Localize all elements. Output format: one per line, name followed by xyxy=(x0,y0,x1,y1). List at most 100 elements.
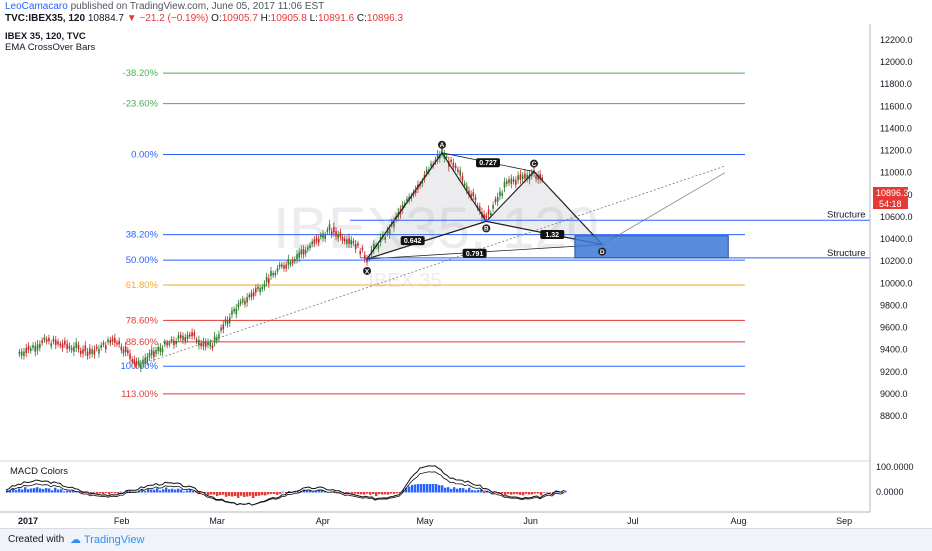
candle-body xyxy=(335,231,337,237)
macd-histogram-bar xyxy=(222,492,225,495)
candle-body xyxy=(177,335,180,339)
candle-body xyxy=(528,174,531,181)
candle-body xyxy=(204,342,207,347)
y-tick-label: 9000.0 xyxy=(880,389,908,399)
macd-histogram-bar xyxy=(381,492,384,495)
y-tick-label: 11600.0 xyxy=(880,101,912,111)
macd-tick-label: 100.0000 xyxy=(876,462,914,472)
indicator-legend[interactable]: EMA CrossOver Bars xyxy=(5,42,96,53)
macd-histogram-bar xyxy=(96,492,99,494)
macd-histogram-bar xyxy=(516,492,519,495)
candle-body xyxy=(357,243,359,246)
chart-legend-title[interactable]: IBEX 35, 120, TVC xyxy=(5,31,86,42)
high-value: 10905.8 xyxy=(270,13,307,24)
candle-body xyxy=(388,228,391,235)
macd-histogram-bar xyxy=(354,492,357,494)
macd-histogram-bar xyxy=(501,492,504,494)
candle-body xyxy=(499,191,501,197)
y-tick-label: 11000.0 xyxy=(880,168,912,178)
macd-histogram-bar xyxy=(405,488,408,493)
macd-histogram-bar xyxy=(468,487,471,493)
candle-body xyxy=(228,317,231,323)
time-axis[interactable]: 2017 Feb Mar Apr May Jun Jul Aug Sep xyxy=(0,511,870,526)
candle-body xyxy=(89,348,91,355)
macd-histogram-bar xyxy=(459,488,462,493)
candle-body xyxy=(283,265,285,269)
candle-body xyxy=(231,310,233,315)
candle-body xyxy=(328,224,331,230)
macd-histogram-bar xyxy=(420,484,423,493)
macd-histogram-bar xyxy=(285,492,288,494)
close-label: C: xyxy=(356,13,367,24)
macd-histogram-bar xyxy=(297,491,300,493)
macd-histogram-bar xyxy=(522,492,525,496)
ratio-label: 1.32 xyxy=(545,232,559,239)
macd-histogram-bar xyxy=(504,492,507,495)
chart-canvas[interactable]: IBEX35, 120 IBEX 35 -38.20%-23.60%0.00%3… xyxy=(0,0,932,528)
candle-body xyxy=(164,341,166,345)
macd-histogram-bar xyxy=(312,491,315,493)
x-tick-label: Mar xyxy=(209,516,225,526)
macd-histogram-bar xyxy=(99,492,102,494)
candle-body xyxy=(239,301,242,304)
candle-body xyxy=(34,345,37,352)
macd-histogram-bar xyxy=(54,487,57,493)
candle-body xyxy=(120,346,123,351)
macd-histogram-bar xyxy=(159,490,162,493)
candle-body xyxy=(505,181,508,184)
candle-body xyxy=(54,340,57,346)
candle-body xyxy=(50,343,53,347)
candle-body xyxy=(133,359,136,364)
macd-histogram-bar xyxy=(309,490,312,493)
macd-histogram-bar xyxy=(246,492,249,497)
candle-body xyxy=(309,245,311,248)
macd-histogram-bar xyxy=(531,492,534,495)
candle-body xyxy=(296,254,298,260)
candle-body xyxy=(250,293,253,298)
macd-histogram-bar xyxy=(93,491,96,493)
candle-body xyxy=(64,340,66,345)
candle-body xyxy=(193,332,196,337)
y-tick-label: 9800.0 xyxy=(880,300,908,310)
candle-body xyxy=(322,233,324,238)
candle-body xyxy=(93,349,96,355)
candle-body xyxy=(272,273,274,276)
harmonic-pattern[interactable]: Structure Structure X A B C D 0.727 0.642 0.791 1.… xyxy=(349,140,870,275)
macd-histogram-bar xyxy=(441,485,444,493)
fib-retracement[interactable]: -38.20% -23.60% 0.00% 38.20% 50.00% 61.80% 78.… xyxy=(120,68,745,400)
candle-body xyxy=(111,338,114,342)
macd-histogram-bar xyxy=(120,491,123,493)
macd-histogram-bar xyxy=(351,492,354,494)
candle-body xyxy=(535,175,537,180)
macd-histogram-bar xyxy=(177,488,180,493)
tradingview-logo[interactable]: ☁ TradingView xyxy=(70,534,145,546)
macd-histogram-bar xyxy=(345,492,348,494)
fib-level-label: 38.20% xyxy=(126,230,159,241)
candle-body xyxy=(320,234,322,238)
author-link[interactable]: LeoCamacaro xyxy=(5,1,68,12)
candle-body xyxy=(463,183,466,186)
candle-body xyxy=(485,215,488,218)
candle-body xyxy=(155,350,157,354)
publish-info: LeoCamacaro published on TradingView.com… xyxy=(5,1,324,12)
candle-body xyxy=(211,345,214,349)
fib-level-label: 50.00% xyxy=(126,255,159,266)
macd-histogram-bar xyxy=(60,489,63,493)
candle-body xyxy=(289,262,292,265)
candle-body xyxy=(393,221,395,228)
candle-body xyxy=(32,345,34,348)
price-axis[interactable]: 12200.0 12000.0 11800.0 11600.0 11400.0 11200… xyxy=(869,24,913,512)
macd-histogram-bar xyxy=(228,492,231,497)
macd-histogram-bar xyxy=(240,492,243,496)
pattern-point-marker xyxy=(438,140,446,149)
candle-body xyxy=(337,234,340,239)
macd-histogram-bar xyxy=(423,484,426,493)
candle-body xyxy=(48,337,50,342)
macd-label[interactable]: MACD Colors xyxy=(10,466,69,477)
macd-histogram-bar xyxy=(237,492,240,498)
candle-body xyxy=(430,163,432,167)
candle-body xyxy=(91,349,93,354)
trendline-dotted xyxy=(138,165,725,366)
published-text: published on TradingView.com, June 05, 2… xyxy=(70,1,325,12)
macd-histogram-bar xyxy=(477,489,480,493)
